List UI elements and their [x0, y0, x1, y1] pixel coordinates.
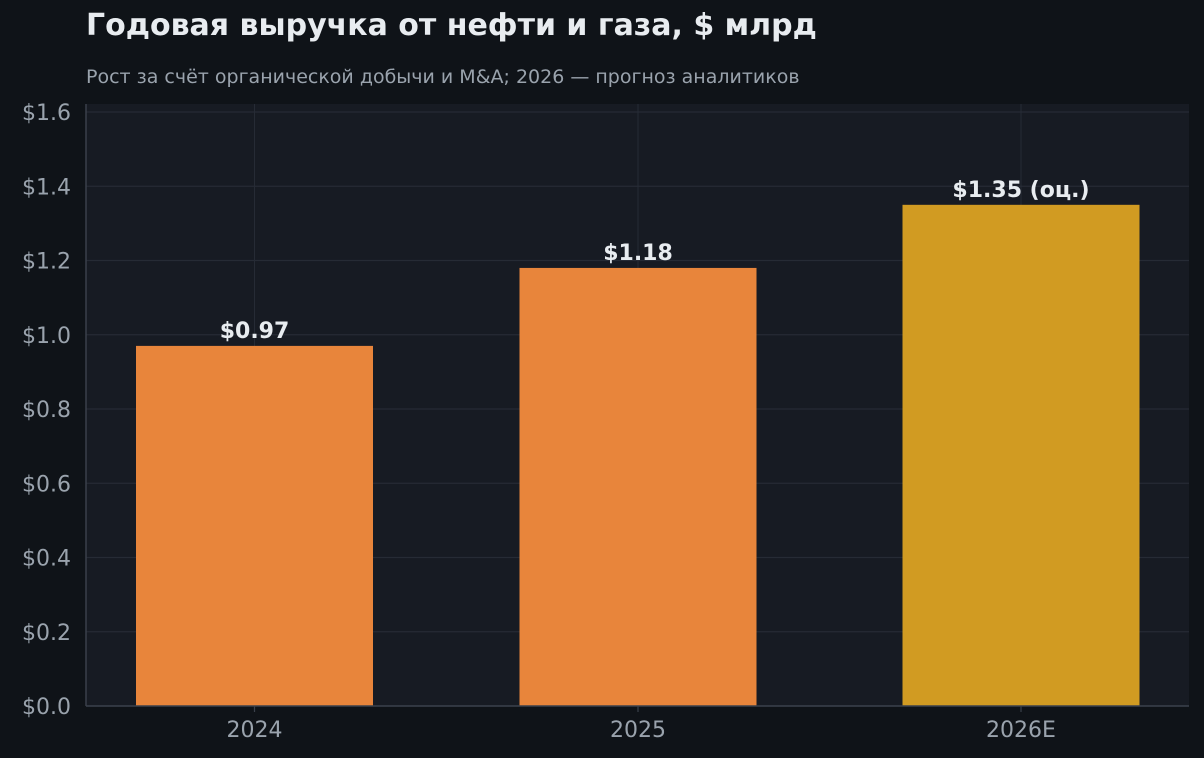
- y-tick-label: $1.6: [22, 101, 71, 126]
- y-tick-label: $0.8: [22, 398, 71, 423]
- bar-value-label: $1.18: [603, 241, 673, 266]
- chart-subtitle: Рост за счёт органической добычи и M&A; …: [86, 66, 800, 88]
- chart-title: Годовая выручка от нефти и газа, $ млрд: [86, 8, 817, 43]
- bar-value-label: $0.97: [220, 319, 290, 344]
- bar-value-label: $1.35 (оц.): [952, 178, 1089, 203]
- y-tick-label: $1.4: [22, 175, 71, 200]
- x-tick-label: 2024: [227, 718, 283, 743]
- bar-2024: [136, 345, 373, 706]
- y-tick-label: $0.0: [22, 695, 71, 720]
- y-tick-label: $0.6: [22, 472, 71, 497]
- bar-value-labels: $0.97 $1.18 $1.35 (оц.): [220, 178, 1090, 344]
- x-tick-label: 2025: [610, 718, 666, 743]
- y-tick-label: $1.0: [22, 324, 71, 349]
- y-axis: $0.0 $0.2 $0.4 $0.6 $0.8 $1.0 $1.2 $1.4 $1.6: [22, 101, 71, 720]
- bar-2026E: [902, 204, 1140, 706]
- y-tick-label: $0.4: [22, 547, 71, 572]
- x-axis: 2024 2025 2026E: [227, 706, 1056, 743]
- y-tick-label: $0.2: [22, 621, 71, 646]
- bars: [136, 204, 1140, 706]
- y-tick-label: $1.2: [22, 250, 71, 275]
- bar-2025: [519, 267, 757, 706]
- x-tick-label: 2026E: [986, 718, 1056, 743]
